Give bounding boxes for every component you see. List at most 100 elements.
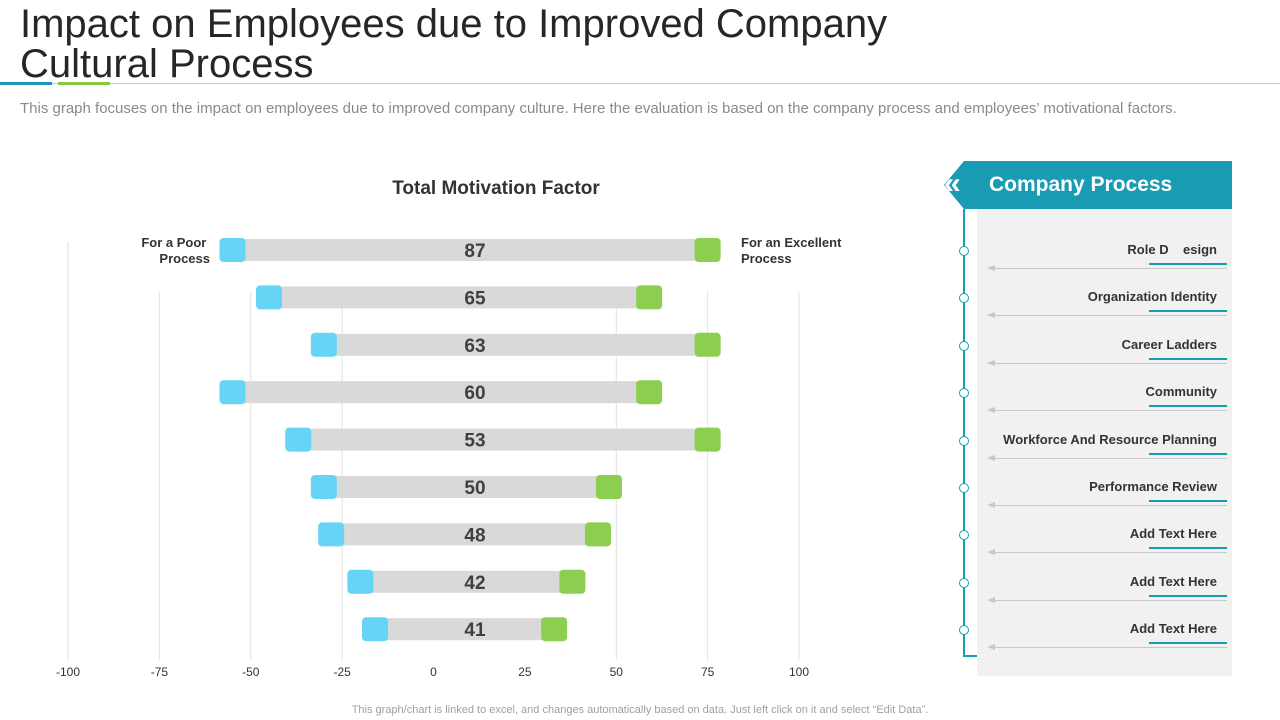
bar-row[interactable]: 48 xyxy=(318,522,611,547)
process-item[interactable]: Add Text Here xyxy=(957,621,1232,661)
process-item[interactable]: Performance Review xyxy=(957,479,1232,519)
poor-process-marker[interactable] xyxy=(347,569,374,594)
left-series-label: For a Poor Process xyxy=(141,235,210,266)
x-tick-label: 75 xyxy=(701,665,715,679)
x-tick-label: 25 xyxy=(518,665,532,679)
poor-process-marker[interactable] xyxy=(219,380,246,405)
x-tick-label: -50 xyxy=(242,665,260,679)
motivation-chart[interactable]: Total Motivation Factor For a Poor Proce… xyxy=(0,160,900,690)
total-value-label: 60 xyxy=(464,383,485,404)
page-title: Impact on Employees due to Improved Comp… xyxy=(20,4,1020,84)
excellent-process-marker[interactable] xyxy=(636,380,663,405)
range-bar[interactable] xyxy=(360,570,573,593)
bar-row[interactable]: 42 xyxy=(347,569,586,594)
process-item-label: Organization Identity xyxy=(1087,289,1217,305)
excellent-process-marker[interactable] xyxy=(595,475,622,499)
arrow-left-icon xyxy=(987,596,995,603)
x-tick-label: 100 xyxy=(789,665,809,679)
arrow-left-icon xyxy=(987,265,995,271)
title-accent-teal xyxy=(0,82,52,85)
arrow-left-icon xyxy=(987,407,995,414)
process-item-label: Add Text Here xyxy=(1129,621,1217,637)
process-item-underline xyxy=(1149,452,1227,455)
timeline-dot xyxy=(959,293,969,304)
arrow-line xyxy=(989,268,1227,269)
poor-process-marker[interactable] xyxy=(256,285,283,310)
range-bar[interactable] xyxy=(375,618,555,641)
arrow-left-icon xyxy=(987,312,995,319)
excellent-process-marker[interactable] xyxy=(559,569,586,594)
bar-row[interactable]: 50 xyxy=(310,475,622,499)
timeline-dot xyxy=(959,483,969,493)
total-value-label: 87 xyxy=(464,241,485,262)
timeline-dot xyxy=(959,388,969,399)
process-item[interactable]: Add Text Here xyxy=(957,574,1232,614)
total-value-label: 41 xyxy=(464,620,486,641)
process-item[interactable]: Organization Identity xyxy=(957,289,1232,329)
process-item[interactable]: Role D esign xyxy=(957,242,1232,282)
timeline-dot xyxy=(959,340,969,351)
total-value-label: 53 xyxy=(464,431,485,452)
total-value-label: 65 xyxy=(464,288,486,309)
process-item-underline xyxy=(1149,405,1227,408)
process-item[interactable]: Community xyxy=(957,384,1232,424)
double-chevron-left-icon[interactable]: « xyxy=(944,167,961,200)
x-tick-label: 50 xyxy=(610,665,624,679)
range-bar[interactable] xyxy=(232,239,708,261)
excellent-process-marker[interactable] xyxy=(694,427,721,452)
bar-row[interactable]: 60 xyxy=(219,380,663,405)
range-bar[interactable] xyxy=(331,523,598,546)
x-tick-label: 0 xyxy=(430,665,437,679)
title-accent-green xyxy=(58,82,110,85)
timeline-line xyxy=(963,209,965,657)
process-item-label: Add Text Here xyxy=(1129,573,1217,589)
excellent-process-marker[interactable] xyxy=(694,332,721,357)
chart-bars: 87 65 63 60 53 50 48 42 41 xyxy=(219,238,721,642)
process-item-underline xyxy=(1149,547,1227,550)
company-process-header[interactable] xyxy=(944,161,1232,209)
range-bar[interactable] xyxy=(323,333,708,356)
bar-row[interactable]: 53 xyxy=(285,427,721,452)
range-bar[interactable] xyxy=(232,381,650,404)
bar-row[interactable]: 63 xyxy=(310,332,721,357)
excellent-process-marker[interactable] xyxy=(584,522,611,547)
process-item-label: Add Text Here xyxy=(1129,526,1217,542)
page-subtitle: This graph focuses on the impact on empl… xyxy=(20,100,1177,117)
poor-process-marker[interactable] xyxy=(285,427,312,452)
x-tick-label: -25 xyxy=(333,665,351,679)
timeline-dot xyxy=(959,246,969,256)
arrow-line xyxy=(989,457,1227,459)
bar-row[interactable]: 65 xyxy=(256,285,663,310)
poor-process-marker[interactable] xyxy=(219,238,246,262)
range-bar[interactable] xyxy=(269,286,650,309)
process-item-underline xyxy=(1149,357,1227,360)
arrow-line xyxy=(989,599,1227,601)
bar-row[interactable]: 87 xyxy=(219,238,721,262)
arrow-left-icon xyxy=(987,359,995,366)
process-item-underline xyxy=(1149,263,1227,265)
process-item-underline xyxy=(1149,642,1227,645)
process-item-underline xyxy=(1149,500,1227,502)
poor-process-marker[interactable] xyxy=(310,475,337,499)
poor-process-marker[interactable] xyxy=(318,522,345,547)
left-series-label-line1: For a Poor xyxy=(141,235,206,250)
process-item[interactable]: Workforce And Resource Planning xyxy=(957,432,1232,472)
excellent-process-marker[interactable] xyxy=(541,617,568,642)
range-bar[interactable] xyxy=(298,428,708,451)
excellent-process-marker[interactable] xyxy=(694,238,721,262)
arrow-left-icon xyxy=(987,454,995,461)
process-item[interactable]: Career Ladders xyxy=(957,337,1232,377)
process-item[interactable]: Add Text Here xyxy=(957,526,1232,566)
page-title-line2: Cultural Process xyxy=(20,42,314,86)
timeline-dot xyxy=(959,435,969,446)
x-tick-label: -75 xyxy=(151,665,169,679)
arrow-line xyxy=(989,362,1227,364)
arrow-line xyxy=(989,552,1227,554)
range-bar[interactable] xyxy=(323,476,609,498)
poor-process-marker[interactable] xyxy=(362,617,389,642)
excellent-process-marker[interactable] xyxy=(636,285,663,310)
arrow-line xyxy=(989,647,1227,649)
process-item-label: Community xyxy=(1145,384,1218,400)
bar-row[interactable]: 41 xyxy=(362,617,568,642)
poor-process-marker[interactable] xyxy=(310,332,337,357)
